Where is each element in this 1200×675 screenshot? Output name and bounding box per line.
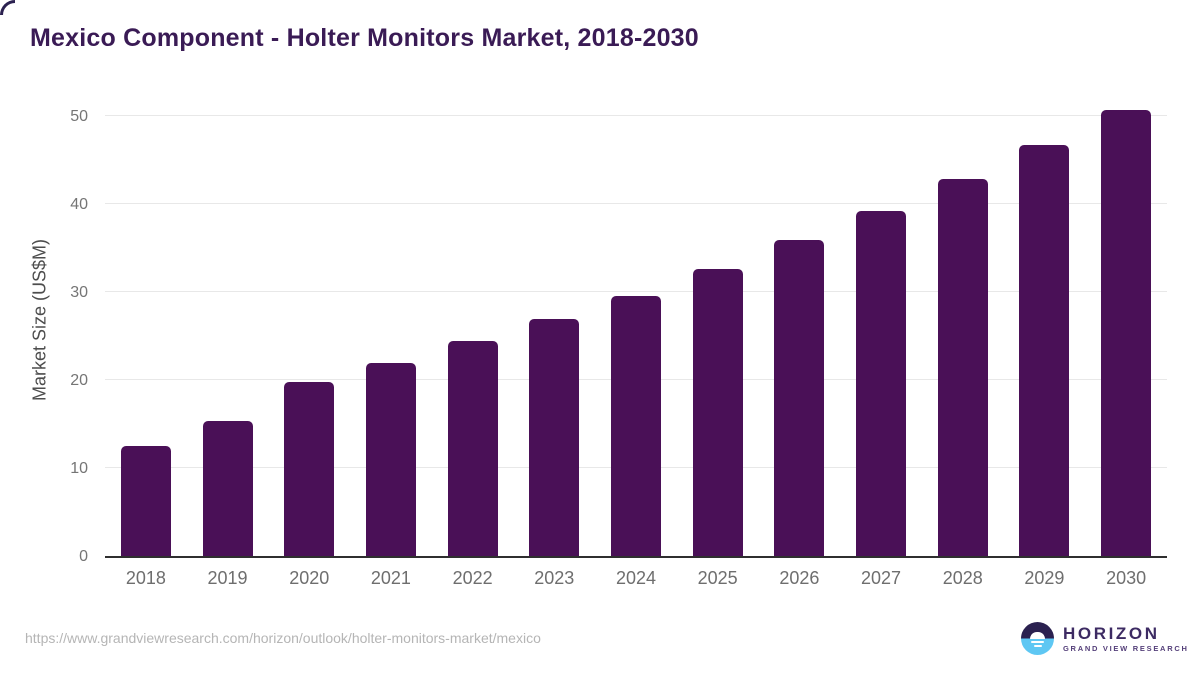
card-corner-decoration bbox=[0, 0, 15, 15]
bar-2022 bbox=[447, 341, 498, 556]
bar-slot-2028 bbox=[922, 95, 1004, 556]
bar-2019 bbox=[202, 421, 253, 556]
bar-slot-2021 bbox=[350, 95, 432, 556]
x-tick-label-2020: 2020 bbox=[289, 568, 330, 588]
bar-slot-2024 bbox=[595, 95, 677, 556]
x-tick-label-2029: 2029 bbox=[1024, 568, 1065, 588]
bar-slot-2019 bbox=[187, 95, 269, 556]
bar-2027 bbox=[856, 211, 907, 556]
bar-2020 bbox=[284, 381, 335, 556]
bar-2025 bbox=[692, 269, 743, 556]
bar-slot-2022 bbox=[432, 95, 514, 556]
y-tick-label: 40 bbox=[70, 196, 88, 213]
gridline-30 bbox=[105, 291, 1167, 292]
y-tick-label: 20 bbox=[70, 372, 88, 389]
x-tick-label-2024: 2024 bbox=[615, 568, 656, 588]
x-tick-label-2026: 2026 bbox=[779, 568, 820, 588]
sun-shape bbox=[1030, 631, 1045, 639]
bar-slot-2029 bbox=[1004, 95, 1086, 556]
logo-tagline: GRAND VIEW RESEARCH bbox=[1063, 644, 1189, 653]
bar-slot-2025 bbox=[677, 95, 759, 556]
y-tick-label: 10 bbox=[70, 460, 88, 477]
x-tick-label-2030: 2030 bbox=[1106, 568, 1147, 588]
x-tick-label-2028: 2028 bbox=[942, 568, 983, 588]
bar-2018 bbox=[120, 446, 171, 556]
bar-series bbox=[105, 95, 1167, 556]
bar-slot-2020 bbox=[268, 95, 350, 556]
bar-2026 bbox=[774, 240, 825, 556]
bar-slot-2027 bbox=[840, 95, 922, 556]
bar-slot-2018 bbox=[105, 95, 187, 556]
bar-slot-2023 bbox=[513, 95, 595, 556]
bar-2029 bbox=[1019, 145, 1070, 556]
x-axis-tick-labels: 2018 2019 2020 2021 2022 2023 2024 2025 2026 2027… bbox=[105, 568, 1167, 589]
bar-2023 bbox=[529, 319, 580, 556]
bar-slot-2026 bbox=[759, 95, 841, 556]
y-tick-label: 30 bbox=[70, 284, 88, 301]
y-tick-label: 50 bbox=[70, 108, 88, 125]
x-tick-label-2023: 2023 bbox=[534, 568, 575, 588]
chart-title: Mexico Component - Holter Monitors Marke… bbox=[30, 24, 699, 52]
water-line-1 bbox=[1031, 641, 1044, 643]
x-tick-label-2025: 2025 bbox=[697, 568, 738, 588]
x-tick-label-2027: 2027 bbox=[861, 568, 902, 588]
plot-area bbox=[105, 95, 1167, 558]
bar-2024 bbox=[610, 295, 661, 556]
logo-name: HORIZON bbox=[1063, 624, 1160, 643]
gridline-40 bbox=[105, 203, 1167, 204]
y-tick-label: 0 bbox=[79, 548, 88, 565]
bar-2030 bbox=[1101, 109, 1152, 556]
bar-2028 bbox=[937, 179, 988, 556]
gridline-50 bbox=[105, 115, 1167, 116]
water-line-2 bbox=[1033, 645, 1042, 647]
x-tick-label-2021: 2021 bbox=[370, 568, 411, 588]
bar-2021 bbox=[365, 363, 416, 556]
logo-text-block: HORIZON GRAND VIEW RESEARCH bbox=[1063, 624, 1189, 653]
x-tick-label-2019: 2019 bbox=[207, 568, 248, 588]
y-axis-tick-labels: 0 10 20 30 40 50 bbox=[0, 95, 88, 565]
x-tick-label-2018: 2018 bbox=[125, 568, 166, 588]
source-url: https://www.grandviewresearch.com/horizo… bbox=[25, 630, 541, 646]
horizon-logo: HORIZON GRAND VIEW RESEARCH bbox=[1021, 622, 1189, 655]
bar-slot-2030 bbox=[1085, 95, 1167, 556]
horizon-sun-icon bbox=[1021, 622, 1054, 655]
x-tick-label-2022: 2022 bbox=[452, 568, 493, 588]
